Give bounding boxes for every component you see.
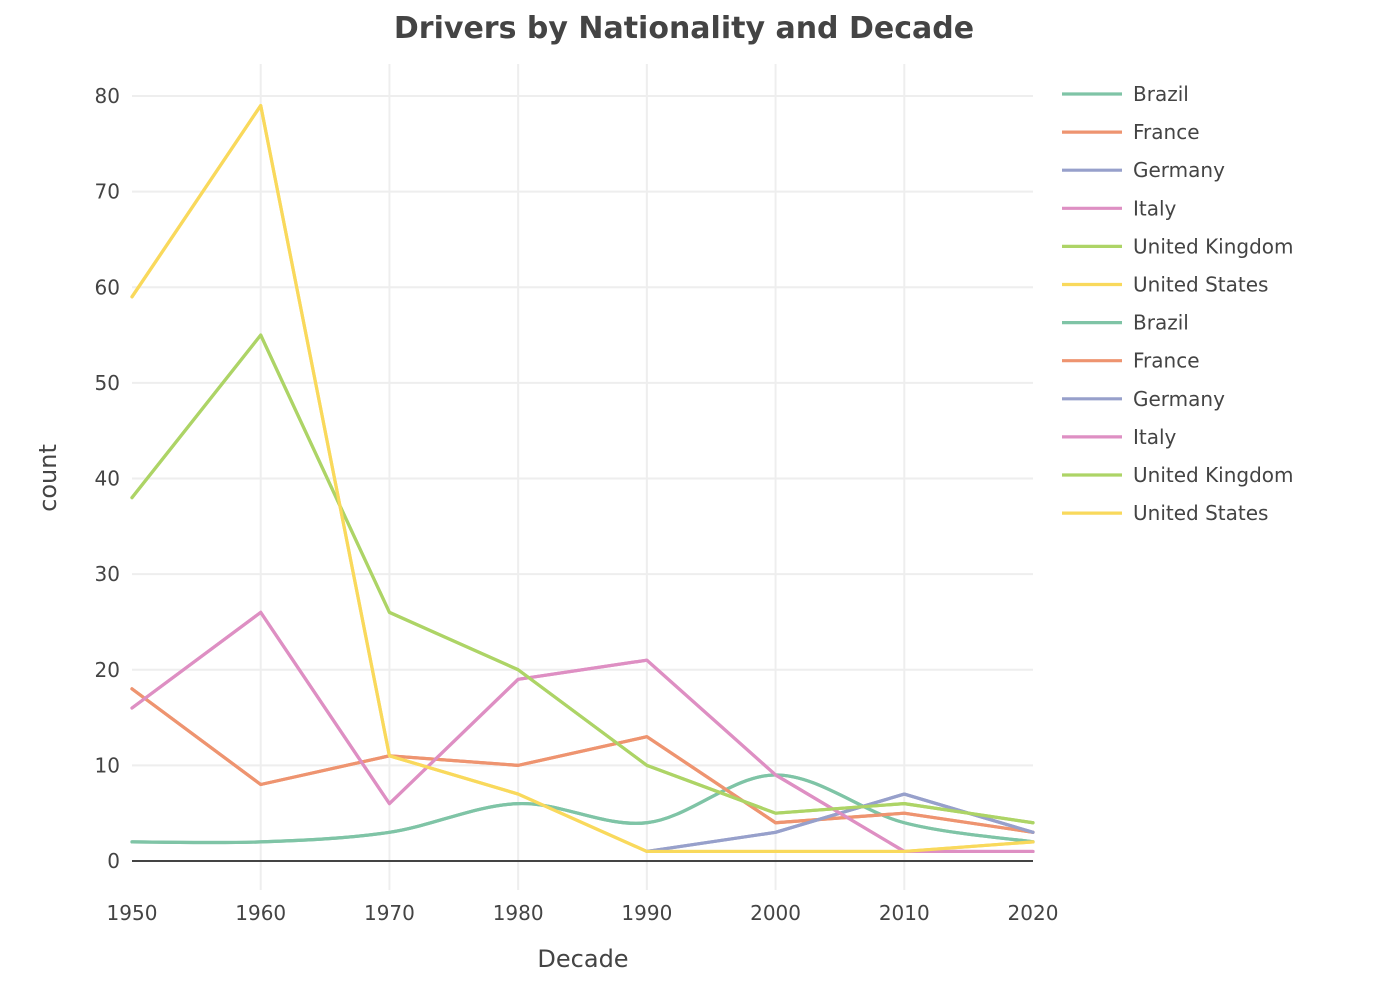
y-tick-label: 0 [107,849,120,873]
legend-label: France [1133,120,1200,144]
x-tick-label: 2000 [750,901,801,925]
y-tick-label: 70 [95,180,120,204]
series-line-brazil [130,773,1035,845]
gridlines [132,64,1033,890]
legend-label: Italy [1133,196,1177,220]
series-line-united-kingdom [130,333,1035,825]
y-axis-title: count [34,444,62,512]
chart-title: Drivers by Nationality and Decade [394,11,974,46]
legend-label: Italy [1133,425,1177,449]
legend-label: Brazil [1133,82,1189,106]
legend-label: Germany [1133,158,1225,182]
legend-label: Germany [1133,387,1225,411]
legend-item[interactable]: United Kingdom [1062,463,1294,487]
x-axis-ticks: 1950 1960 1970 1980 1990 2000 2010 2020 [107,901,1059,925]
series-line-france [130,687,1035,834]
x-axis-title: Decade [537,945,628,973]
legend-label: Brazil [1133,311,1189,335]
y-tick-label: 60 [95,275,120,299]
series-line-united-states [130,103,1035,854]
legend-label: United States [1133,273,1268,297]
legend-label: France [1133,349,1200,373]
y-tick-label: 20 [95,658,120,682]
legend[interactable]: Brazil France Germany Italy United Kingdom Un… [1062,82,1294,525]
y-axis-ticks: 0 10 20 30 40 50 60 70 80 [95,84,120,873]
y-tick-label: 80 [95,84,120,108]
legend-item[interactable]: France [1062,349,1200,373]
legend-item[interactable]: United States [1062,501,1268,525]
y-tick-label: 50 [95,371,120,395]
x-tick-label: 1970 [364,901,415,925]
legend-item[interactable]: Brazil [1062,311,1189,335]
x-tick-label: 1960 [235,901,286,925]
legend-label: United States [1133,501,1268,525]
legend-item[interactable]: United Kingdom [1062,234,1294,258]
y-tick-label: 40 [95,467,120,491]
legend-item[interactable]: France [1062,120,1200,144]
series-layer [130,103,1035,854]
y-tick-label: 30 [95,562,120,586]
x-tick-label: 2010 [879,901,930,925]
legend-item[interactable]: Italy [1062,196,1177,220]
x-tick-label: 2020 [1008,901,1059,925]
x-tick-label: 1980 [493,901,544,925]
series-line-italy [130,610,1035,854]
legend-label: United Kingdom [1133,234,1294,258]
x-tick-label: 1990 [621,901,672,925]
legend-item[interactable]: United States [1062,273,1268,297]
y-tick-label: 10 [95,753,120,777]
x-tick-label: 1950 [107,901,158,925]
series-line-brazil [130,773,1035,845]
legend-item[interactable]: Italy [1062,425,1177,449]
series-line-france [130,687,1035,834]
legend-item[interactable]: Germany [1062,158,1225,182]
legend-item[interactable]: Brazil [1062,82,1189,106]
legend-item[interactable]: Germany [1062,387,1225,411]
legend-label: United Kingdom [1133,463,1294,487]
